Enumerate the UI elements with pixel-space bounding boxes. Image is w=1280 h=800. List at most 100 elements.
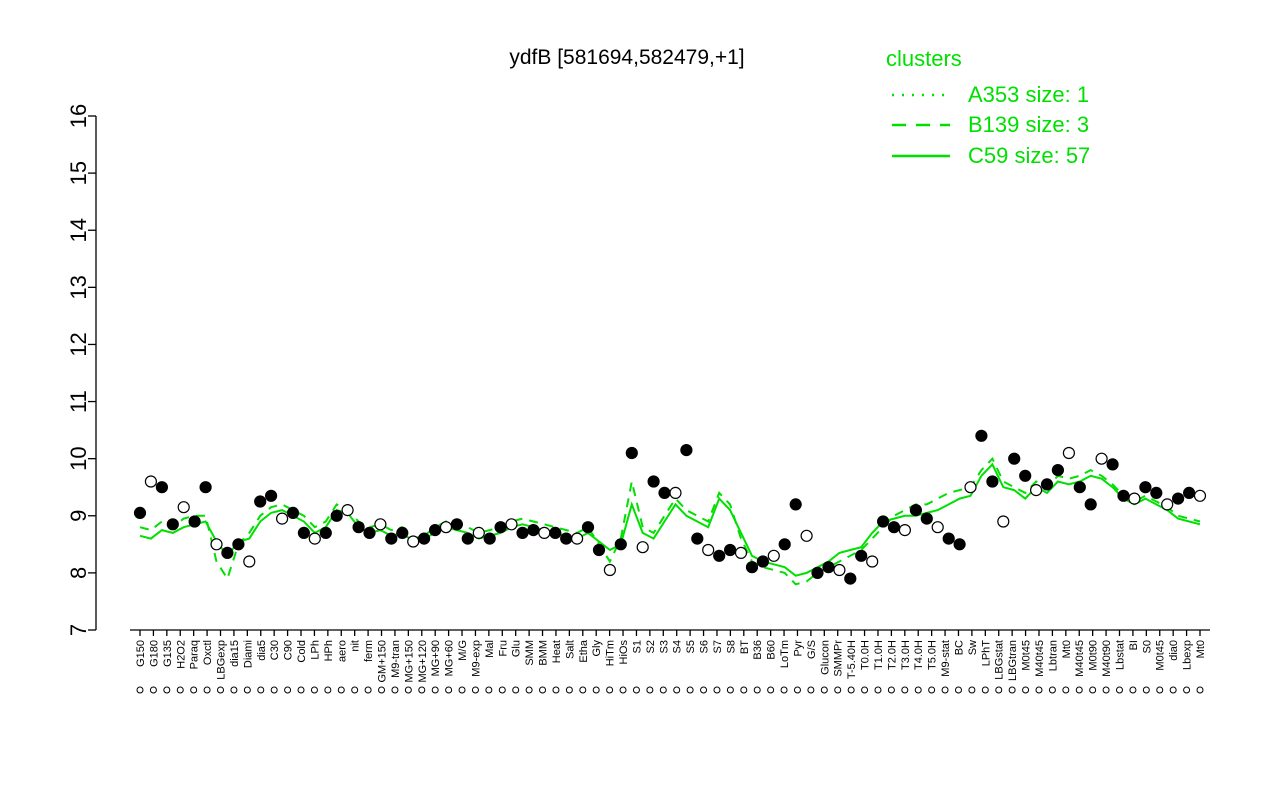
- x-tick-dot: [995, 686, 1003, 694]
- x-tick-label: aero: [336, 640, 348, 662]
- x-tick-label: Oxctl: [202, 640, 214, 665]
- x-tick-dot: [887, 686, 895, 694]
- y-tick-label: 8: [66, 567, 91, 579]
- series-line-1: [139, 456, 1201, 586]
- x-tick-dot: [673, 686, 681, 694]
- x-tick-dot: [1089, 686, 1097, 694]
- x-tick-dot: [391, 686, 399, 694]
- x-tick-dot: [874, 686, 882, 694]
- x-tick-dot: [565, 686, 573, 694]
- x-tick-label: Gly: [591, 640, 603, 657]
- legend: clusters A353 size: 1 B139 size: 3 C59 s…: [886, 46, 1090, 168]
- data-points: [133, 429, 1207, 585]
- x-tick-label: LPh: [309, 640, 321, 660]
- data-point: [1150, 486, 1163, 499]
- data-point: [538, 526, 551, 540]
- data-point: [265, 489, 278, 502]
- x-tick-label: S7: [712, 640, 724, 653]
- y-tick-label: 13: [66, 275, 91, 299]
- x-tick-dot: [512, 686, 520, 694]
- x-tick-label: Paraq: [189, 640, 201, 669]
- x-tick-dot: [1156, 686, 1164, 694]
- data-point: [133, 506, 147, 520]
- data-point: [1193, 489, 1207, 502]
- x-tick-dot: [914, 686, 922, 694]
- data-point: [483, 532, 496, 545]
- x-tick-dot: [525, 686, 533, 694]
- data-point: [876, 515, 890, 528]
- data-point: [297, 526, 310, 540]
- legend-entry-a353: A353 size: 1: [968, 82, 1089, 107]
- data-point: [866, 555, 879, 568]
- x-tick-label: nit: [350, 640, 362, 652]
- x-tick-dot: [807, 686, 815, 694]
- x-tick-dot: [1169, 686, 1177, 694]
- x-tick-dot: [1075, 686, 1083, 694]
- data-point: [997, 515, 1010, 528]
- data-point: [855, 549, 868, 562]
- x-tick-label: B36: [752, 640, 764, 660]
- x-tick-dot: [310, 686, 318, 694]
- data-point: [636, 541, 649, 554]
- legend-title: clusters: [886, 46, 962, 71]
- x-tick-label: Lbtran: [1047, 640, 1059, 671]
- x-tick-dot: [1183, 686, 1191, 694]
- x-tick-label: Mt0: [1195, 640, 1207, 658]
- data-point: [374, 518, 387, 531]
- y-axis: 7 8 9 10 11 12 13 14 15 16: [66, 104, 96, 636]
- x-tick-label: LBGexp: [216, 640, 228, 680]
- y-tick-label: 9: [66, 510, 91, 522]
- x-tick-dot: [928, 686, 936, 694]
- data-point: [407, 535, 420, 548]
- x-tick-label: T-5.40H: [846, 640, 858, 679]
- x-tick-dot: [458, 686, 466, 694]
- x-tick-label: Mal: [484, 640, 496, 658]
- data-point: [144, 475, 157, 488]
- data-point: [1095, 452, 1108, 465]
- x-tick-label: C30: [269, 640, 281, 660]
- data-point: [1040, 478, 1054, 491]
- x-tick-dot: [767, 686, 775, 694]
- x-tick-dot: [820, 686, 828, 694]
- x-tick-label: LPhT: [980, 640, 992, 667]
- data-point: [833, 563, 846, 577]
- data-point: [592, 543, 606, 557]
- data-point: [418, 532, 431, 545]
- data-point: [669, 486, 682, 499]
- x-tick-label: S1: [631, 640, 643, 653]
- data-point: [887, 521, 901, 534]
- x-tick-label: BMM: [538, 640, 550, 666]
- data-point: [975, 429, 988, 442]
- x-tick-label: MG+60: [444, 640, 456, 676]
- x-tick-label: Heat: [551, 640, 563, 663]
- x-tick-label: S0: [1141, 640, 1153, 653]
- x-tick-dot: [351, 686, 359, 694]
- x-tick-dot: [632, 686, 640, 694]
- x-tick-dot: [753, 686, 761, 694]
- x-tick-dot: [1062, 686, 1070, 694]
- x-tick-label: Mt0: [1061, 640, 1073, 658]
- x-tick-dot: [713, 686, 721, 694]
- x-tick-label: HiTm: [605, 640, 617, 666]
- x-tick-dot: [619, 686, 627, 694]
- x-tick-dot: [149, 686, 157, 694]
- x-tick-label: G150: [135, 640, 147, 667]
- data-point: [527, 523, 540, 537]
- x-tick-dot: [418, 686, 426, 694]
- x-tick-label: LBGstat: [994, 640, 1006, 680]
- x-tick-label: M40t45: [1074, 640, 1086, 677]
- x-tick-label: G135: [162, 640, 174, 667]
- x-tick-dot: [659, 686, 667, 694]
- x-tick-dot: [364, 686, 372, 694]
- data-point: [1128, 492, 1141, 505]
- data-point: [363, 526, 376, 540]
- data-point: [243, 555, 256, 568]
- data-point: [450, 518, 463, 531]
- x-tick-label: Cold: [296, 640, 308, 663]
- data-point: [254, 495, 267, 508]
- x-tick-label: T1.0H: [873, 640, 885, 670]
- x-tick-label: Salt: [564, 640, 576, 659]
- data-point: [155, 481, 168, 494]
- x-tick-dot: [1035, 686, 1043, 694]
- data-point: [570, 532, 584, 545]
